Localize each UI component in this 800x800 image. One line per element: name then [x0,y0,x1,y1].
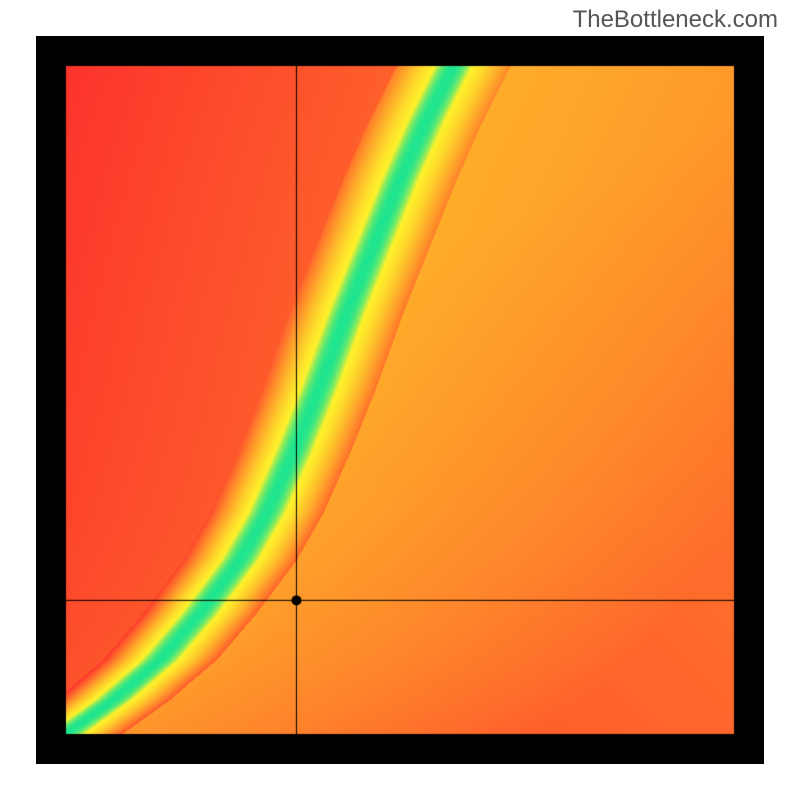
heatmap-canvas [36,36,764,764]
watermark-text: TheBottleneck.com [573,6,778,34]
chart-container: TheBottleneck.com [0,0,800,800]
